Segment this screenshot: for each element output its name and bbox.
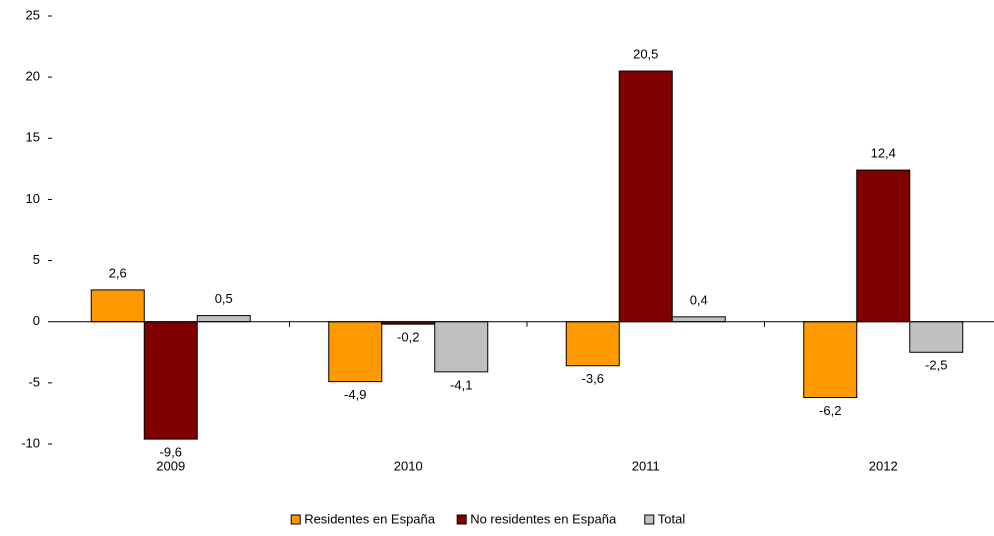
legend-label: Total (658, 511, 686, 526)
value-label: -3,6 (582, 371, 604, 386)
bar (434, 321, 489, 373)
y-tick-label: -5 (28, 374, 40, 389)
bar (143, 321, 198, 440)
bar (856, 169, 911, 323)
y-tick-label: 10 (26, 191, 40, 206)
value-label: -0,2 (397, 330, 419, 345)
value-label: -4,1 (450, 377, 472, 392)
legend-swatch (644, 514, 655, 525)
bar (671, 316, 726, 323)
value-label: -6,2 (819, 403, 841, 418)
value-label: -2,5 (925, 358, 947, 373)
y-tick-label: 25 (26, 7, 40, 22)
value-label: 12,4 (871, 146, 896, 161)
bar (803, 321, 858, 399)
x-tick-label: 2010 (394, 458, 423, 473)
x-tick-label: 2012 (869, 458, 898, 473)
legend-label: No residentes en España (470, 511, 617, 526)
legend-label: Residentes en España (304, 511, 436, 526)
bar (565, 321, 620, 367)
y-tick-label: 20 (26, 69, 40, 84)
bar (328, 321, 383, 383)
y-tick-label: 5 (33, 252, 40, 267)
y-tick-label: -10 (21, 435, 40, 450)
value-label: 2,6 (109, 265, 127, 280)
value-label: -4,9 (344, 387, 366, 402)
bar (618, 70, 673, 323)
value-label: -9,6 (160, 445, 182, 460)
legend-swatch (456, 514, 467, 525)
y-tick-label: 0 (33, 313, 40, 328)
value-label: 0,5 (215, 291, 233, 306)
x-tick-label: 2011 (632, 458, 660, 473)
bar (90, 289, 145, 323)
legend-swatch (290, 514, 301, 525)
bar (909, 321, 964, 353)
x-tick-label: 2009 (156, 458, 185, 473)
value-label: 0,4 (690, 292, 708, 307)
value-label: 20,5 (633, 46, 658, 61)
y-tick-label: 15 (26, 130, 40, 145)
bar (196, 315, 251, 323)
